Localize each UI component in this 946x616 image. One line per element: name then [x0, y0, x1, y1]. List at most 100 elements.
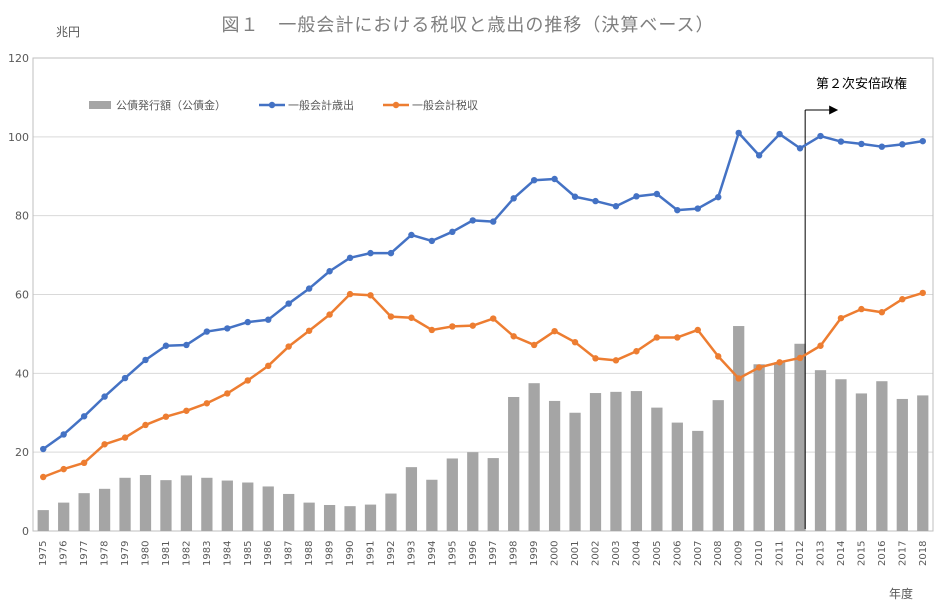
- point-tax-revenue: [735, 375, 742, 382]
- point-expenditure: [490, 218, 497, 225]
- point-tax-revenue: [633, 348, 640, 355]
- point-tax-revenue: [265, 362, 272, 370]
- point-expenditure: [305, 285, 313, 292]
- point-expenditure: [387, 249, 395, 257]
- x-tick-label: 2015: [856, 541, 867, 566]
- point-expenditure: [40, 445, 47, 453]
- y-tick-label: 80: [15, 210, 29, 223]
- point-tax-revenue: [305, 327, 313, 334]
- x-tick-label: 1985: [243, 541, 254, 566]
- legend-swatch-bar: [89, 101, 111, 109]
- bar-bond-issuance: [467, 452, 479, 531]
- bar-bond-issuance: [589, 393, 602, 531]
- bar-bond-issuance: [364, 504, 377, 531]
- x-tick-label: 2013: [816, 541, 827, 566]
- point-expenditure: [694, 205, 701, 212]
- annotation-arrow-head: [829, 105, 839, 115]
- y-tick-label: 60: [15, 289, 29, 302]
- y-axis-ticks: 0 20 40 60 80 100 120: [8, 52, 29, 538]
- point-tax-revenue: [653, 334, 661, 341]
- point-tax-revenue: [224, 390, 231, 397]
- point-tax-revenue: [285, 343, 292, 350]
- plot-frame: [32, 57, 934, 532]
- legend-label: 一般会計歳出: [288, 98, 354, 112]
- x-tick-label: 1992: [386, 541, 397, 566]
- x-tick-label: 1980: [141, 541, 152, 566]
- point-tax-revenue: [755, 364, 763, 371]
- x-tick-label: 2010: [754, 541, 765, 566]
- point-tax-revenue: [612, 357, 620, 364]
- point-expenditure: [203, 328, 211, 335]
- x-tick-label: 1996: [468, 541, 479, 566]
- y-tick-label: 40: [15, 367, 29, 380]
- x-tick-label: 1998: [509, 541, 520, 566]
- point-expenditure: [776, 130, 783, 138]
- bar-series: [37, 326, 929, 531]
- bar-bond-issuance: [794, 343, 806, 531]
- bar-bond-issuance: [528, 383, 540, 531]
- point-expenditure: [367, 249, 374, 257]
- point-tax-revenue: [776, 359, 783, 366]
- point-tax-revenue: [101, 441, 108, 448]
- bar-bond-issuance: [344, 506, 356, 531]
- point-expenditure: [592, 197, 599, 205]
- point-expenditure: [530, 176, 538, 184]
- point-tax-revenue: [674, 334, 681, 341]
- point-tax-revenue: [694, 326, 701, 334]
- point-expenditure: [510, 195, 517, 202]
- x-tick-label: 2001: [570, 541, 581, 566]
- bar-bond-issuance: [405, 467, 418, 531]
- point-tax-revenue: [878, 309, 886, 316]
- x-tick-label: 2004: [631, 541, 642, 566]
- x-tick-label: 1995: [447, 541, 458, 566]
- line-expenditure: [42, 131, 923, 451]
- point-expenditure: [449, 228, 456, 236]
- point-expenditure: [121, 374, 129, 382]
- x-tick-label: 1984: [222, 541, 233, 566]
- point-expenditure: [326, 268, 333, 275]
- point-expenditure: [612, 203, 620, 210]
- point-tax-revenue: [837, 314, 845, 322]
- y-axis-unit: 兆円: [56, 25, 80, 39]
- bar-bond-issuance: [548, 400, 561, 531]
- bar-bond-issuance: [180, 475, 193, 531]
- x-tick-label: 1994: [427, 541, 438, 566]
- legend-label: 公債発行額（公債金）: [116, 98, 226, 112]
- point-tax-revenue: [796, 354, 804, 362]
- point-expenditure: [428, 237, 436, 245]
- x-tick-label: 2008: [713, 541, 724, 566]
- point-tax-revenue: [142, 421, 149, 429]
- x-tick-label: 2012: [795, 541, 806, 566]
- x-tick-label: 1990: [345, 541, 356, 566]
- point-tax-revenue: [326, 311, 333, 318]
- bar-bond-issuance: [753, 364, 765, 531]
- point-tax-revenue: [183, 407, 190, 414]
- point-tax-revenue: [592, 355, 599, 362]
- x-tick-label: 1987: [284, 541, 295, 566]
- bar-bond-issuance: [835, 379, 847, 531]
- bar-bond-issuance: [58, 502, 70, 531]
- x-tick-label: 2018: [918, 541, 929, 566]
- point-expenditure: [60, 431, 67, 438]
- legend-swatch-marker: [392, 101, 400, 109]
- point-tax-revenue: [449, 323, 456, 330]
- point-tax-revenue: [162, 413, 170, 420]
- x-tick-label: 1993: [406, 541, 417, 566]
- bar-bond-issuance: [426, 479, 438, 531]
- x-tick-label: 1991: [366, 541, 377, 566]
- point-tax-revenue: [121, 434, 129, 441]
- bar-bond-issuance: [303, 502, 315, 531]
- x-tick-label: 2009: [734, 541, 745, 566]
- point-tax-revenue: [817, 342, 824, 349]
- bar-bond-issuance: [712, 400, 724, 531]
- y-tick-label: 100: [8, 131, 29, 144]
- point-tax-revenue: [551, 327, 558, 335]
- point-tax-revenue: [244, 377, 251, 384]
- x-tick-label: 2003: [611, 541, 622, 566]
- x-tick-label: 2000: [550, 541, 561, 566]
- point-tax-revenue: [387, 313, 395, 320]
- x-tick-label: 1981: [161, 541, 172, 566]
- point-expenditure: [653, 190, 661, 198]
- bar-bond-issuance: [262, 486, 274, 531]
